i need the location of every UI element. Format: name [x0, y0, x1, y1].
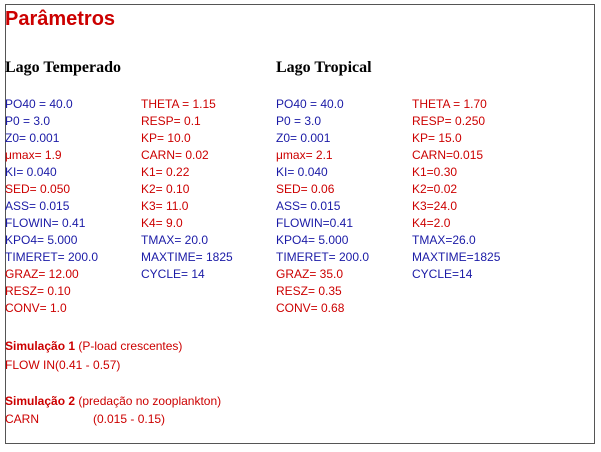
param-tropical.left-12: CONV= 0.68 — [276, 301, 345, 315]
param-tropical.left-11: RESZ= 0.35 — [276, 284, 342, 298]
param-temperate.left-7: FLOWIN= 0.41 — [5, 216, 86, 230]
temperate-lake-heading: Lago Temperado — [5, 59, 122, 76]
simulation-1-line: FLOW IN(0.41 - 0.57) — [5, 357, 120, 374]
temperate-params-left: PO40 = 40.0 P0 = 3.0 Z0= 0.001 μmax= 1.9 KI=… — [5, 96, 98, 317]
param-tropical.right-2: KP= 15.0 — [412, 131, 462, 145]
param-temperate.left-6: ASS= 0.015 — [5, 199, 70, 213]
param-tropical.right-9: MAXTIME=1825 — [412, 250, 501, 264]
param-tropical.left-4: KI= 0.040 — [276, 165, 328, 179]
param-temperate.right-0: THETA = 1.15 — [141, 97, 216, 111]
tropical-params-left: PO40 = 40.0 P0 = 3.0 Z0= 0.001 μmax= 2.1 KI=… — [276, 96, 369, 317]
simulation-2-range: (0.015 - 0.15) — [93, 412, 166, 426]
simulation-1-title: Simulação 1 (P-load crescentes) — [5, 338, 182, 355]
param-tropical.right-6: K3=24.0 — [412, 199, 458, 213]
param-tropical.right-4: K1=0.30 — [412, 165, 458, 179]
simulation-1-range: (0.41 - 0.57) — [55, 358, 121, 372]
param-temperate.left-10: GRAZ= 12.00 — [5, 267, 79, 281]
param-tropical.right-8: TMAX=26.0 — [412, 233, 476, 247]
param-tropical.left-8: KPO4= 5.000 — [276, 233, 349, 247]
simulation-2-line: CARN (0.015 - 0.15) — [5, 411, 165, 428]
simulation-1-desc: (P-load crescentes) — [78, 339, 183, 353]
param-tropical.left-9: TIMERET= 200.0 — [276, 250, 370, 264]
simulation-2-label: Simulação 2 — [5, 394, 76, 408]
param-temperate.left-12: CONV= 1.0 — [5, 301, 67, 315]
param-temperate.right-1: RESP= 0.1 — [141, 114, 201, 128]
param-tropical.left-10: GRAZ= 35.0 — [276, 267, 344, 281]
param-temperate.right-9: MAXTIME= 1825 — [141, 250, 233, 264]
param-tropical.left-0: PO40 = 40.0 — [276, 97, 344, 111]
param-temperate.left-4: KI= 0.040 — [5, 165, 57, 179]
param-tropical.right-3: CARN=0.015 — [412, 148, 484, 162]
param-temperate.left-11: RESZ= 0.10 — [5, 284, 71, 298]
param-temperate.right-8: TMAX= 20.0 — [141, 233, 209, 247]
param-temperate.right-3: CARN= 0.02 — [141, 148, 209, 162]
param-temperate.left-5: SED= 0.050 — [5, 182, 71, 196]
simulation-1-label: Simulação 1 — [5, 339, 76, 353]
param-temperate.left-8: KPO4= 5.000 — [5, 233, 78, 247]
param-temperate.left-3: μmax= 1.9 — [5, 148, 62, 162]
simulation-1-param: FLOW IN — [5, 358, 55, 372]
param-temperate.right-4: K1= 0.22 — [141, 165, 190, 179]
param-temperate.right-6: K3= 11.0 — [141, 199, 189, 213]
param-tropical.right-1: RESP= 0.250 — [412, 114, 486, 128]
tropical-lake-heading: Lago Tropical — [276, 59, 372, 76]
param-tropical.right-10: CYCLE=14 — [412, 267, 473, 281]
simulation-2-desc: (predação no zooplankton) — [78, 394, 222, 408]
param-tropical.right-7: K4=2.0 — [412, 216, 451, 230]
param-tropical.left-6: ASS= 0.015 — [276, 199, 341, 213]
param-tropical.left-1: P0 = 3.0 — [276, 114, 322, 128]
tropical-params-right: THETA = 1.70 RESP= 0.250 KP= 15.0 CARN=0.01… — [412, 96, 500, 283]
param-temperate.left-1: P0 = 3.0 — [5, 114, 51, 128]
param-temperate.right-10: CYCLE= 14 — [141, 267, 205, 281]
param-temperate.right-7: K4= 9.0 — [141, 216, 183, 230]
param-temperate.left-2: Z0= 0.001 — [5, 131, 60, 145]
param-tropical.left-2: Z0= 0.001 — [276, 131, 331, 145]
temperate-params-right: THETA = 1.15 RESP= 0.1 KP= 10.0 CARN= 0.02 K… — [141, 96, 233, 283]
param-temperate.right-5: K2= 0.10 — [141, 182, 190, 196]
page-title: Parâmetros — [5, 8, 116, 30]
simulation-2-param: CARN — [5, 412, 40, 426]
param-tropical.left-3: μmax= 2.1 — [276, 148, 333, 162]
param-tropical.left-7: FLOWIN=0.41 — [276, 216, 354, 230]
param-tropical.right-0: THETA = 1.70 — [412, 97, 487, 111]
simulation-2-title: Simulação 2 (predação no zooplankton) — [5, 393, 221, 410]
param-tropical.left-5: SED= 0.06 — [276, 182, 335, 196]
param-temperate.left-9: TIMERET= 200.0 — [5, 250, 99, 264]
param-temperate.left-0: PO40 = 40.0 — [5, 97, 73, 111]
parameters-panel — [5, 4, 595, 444]
param-tropical.right-5: K2=0.02 — [412, 182, 458, 196]
param-temperate.right-2: KP= 10.0 — [141, 131, 191, 145]
